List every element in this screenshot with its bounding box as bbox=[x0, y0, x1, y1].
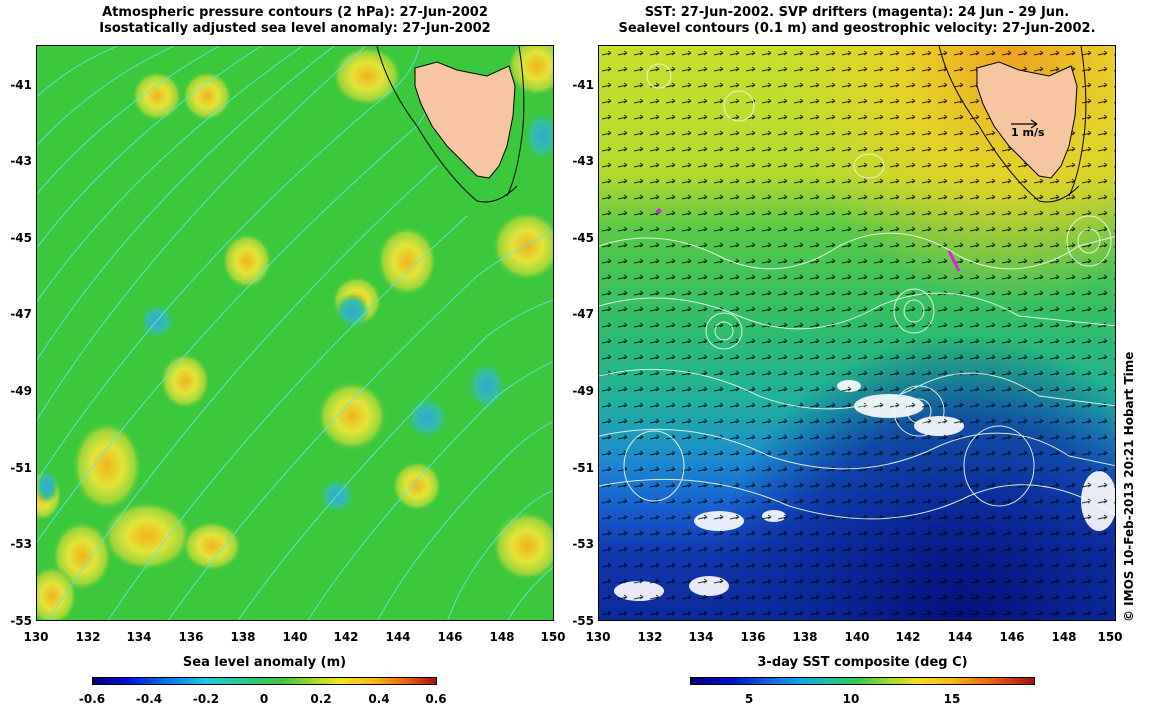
lon-tick: 146 bbox=[999, 630, 1025, 644]
sla-colorbar-tick: -0.4 bbox=[135, 692, 163, 706]
lon-tick: 148 bbox=[489, 630, 515, 644]
sst-colorbar bbox=[690, 677, 1035, 685]
sla-colorbar-tick: -0.6 bbox=[78, 692, 106, 706]
left-title-line1: Atmospheric pressure contours (2 hPa): 2… bbox=[102, 5, 488, 20]
lon-tick: 134 bbox=[688, 630, 714, 644]
lat-tick: -55 bbox=[572, 614, 594, 628]
lat-tick: -41 bbox=[10, 78, 32, 92]
lat-tick: -43 bbox=[572, 154, 594, 168]
lon-tick: 142 bbox=[333, 630, 359, 644]
sla-colorbar-tick: -0.2 bbox=[192, 692, 220, 706]
lon-tick: 138 bbox=[792, 630, 818, 644]
sla-colorbar-tick: 0 bbox=[259, 692, 269, 706]
sst-colorbar-tick: 15 bbox=[943, 692, 961, 706]
right-title-line2: Sealevel contours (0.1 m) and geostrophi… bbox=[618, 21, 1096, 36]
lat-tick: -45 bbox=[10, 231, 32, 245]
lat-tick: -55 bbox=[10, 614, 32, 628]
lon-tick: 144 bbox=[947, 630, 973, 644]
lon-tick: 150 bbox=[1097, 630, 1123, 644]
sst-colorbar-tick: 5 bbox=[744, 692, 754, 706]
lat-tick: -53 bbox=[10, 537, 32, 551]
lon-tick: 142 bbox=[895, 630, 921, 644]
lat-tick: -47 bbox=[572, 307, 594, 321]
lon-tick: 132 bbox=[75, 630, 101, 644]
lat-tick: -49 bbox=[10, 384, 32, 398]
imos-credit: © IMOS 10-Feb-2013 20:21 Hobart Time bbox=[1122, 351, 1136, 622]
sst-colorbar-tick: 10 bbox=[842, 692, 860, 706]
sea-level-anomaly-map bbox=[36, 45, 554, 621]
lat-tick: -45 bbox=[572, 231, 594, 245]
sla-colorbar-tick: 0.6 bbox=[425, 692, 447, 706]
lon-tick: 148 bbox=[1051, 630, 1077, 644]
lon-tick: 130 bbox=[23, 630, 49, 644]
lat-tick: -51 bbox=[10, 461, 32, 475]
lon-tick: 140 bbox=[282, 630, 308, 644]
velocity-scale-label: 1 m/s bbox=[1011, 126, 1045, 139]
sla-colorbar bbox=[92, 677, 437, 685]
lon-tick: 144 bbox=[385, 630, 411, 644]
lat-tick: -43 bbox=[10, 154, 32, 168]
lon-tick: 146 bbox=[437, 630, 463, 644]
lat-tick: -47 bbox=[10, 307, 32, 321]
lat-tick: -41 bbox=[572, 78, 594, 92]
lon-tick: 136 bbox=[178, 630, 204, 644]
lon-tick: 136 bbox=[740, 630, 766, 644]
lon-tick: 132 bbox=[637, 630, 663, 644]
sst-map: 1 m/s bbox=[598, 45, 1116, 621]
sla-colorbar-label: Sea level anomaly (m) bbox=[182, 655, 347, 670]
lat-tick: -51 bbox=[572, 461, 594, 475]
sst-colorbar-label: 3-day SST composite (deg C) bbox=[757, 655, 968, 670]
sla-colorbar-tick: 0.2 bbox=[310, 692, 332, 706]
lon-tick: 138 bbox=[230, 630, 256, 644]
left-title-line2: Isostatically adjusted sea level anomaly… bbox=[99, 21, 491, 36]
lon-tick: 134 bbox=[126, 630, 152, 644]
lon-tick: 140 bbox=[844, 630, 870, 644]
sla-colorbar-tick: 0.4 bbox=[368, 692, 390, 706]
lat-tick: -49 bbox=[572, 384, 594, 398]
lon-tick: 130 bbox=[585, 630, 611, 644]
right-title-line1: SST: 27-Jun-2002. SVP drifters (magenta)… bbox=[644, 5, 1070, 20]
lat-tick: -53 bbox=[572, 537, 594, 551]
lon-tick: 150 bbox=[540, 630, 566, 644]
